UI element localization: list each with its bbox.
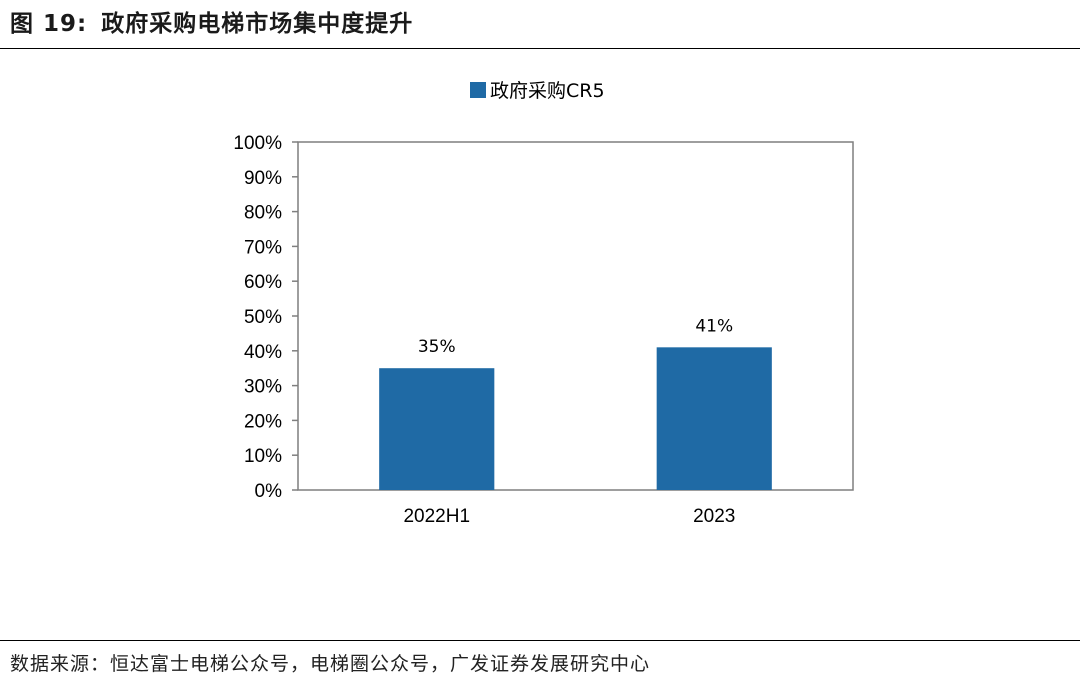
y-tick-label: 40% [244,342,282,363]
y-tick-label: 0% [255,481,283,502]
figure-title: 图 19: 政府采购电梯市场集中度提升 [10,6,413,42]
bars [379,347,772,490]
y-tick-label: 100% [233,133,282,154]
x-category-label: 2022H1 [403,506,470,527]
bar [379,368,495,490]
data-labels: 35% 41% [418,316,733,357]
y-tick-label: 90% [244,168,282,189]
y-tick-label: 70% [244,237,282,258]
y-tick-label: 60% [244,272,282,293]
bar-chart: 政府采购CR5 0% 10% 20% 30% 40% 50% 60% 70% 80% 90% 100… [233,80,854,527]
y-tick-label: 30% [244,377,282,398]
y-tick-label: 20% [244,411,282,432]
title-divider [0,48,1080,49]
figure-title-text: 政府采购电梯市场集中度提升 [101,11,414,37]
y-tick-label: 50% [244,307,282,328]
y-axis: 0% 10% 20% 30% 40% 50% 60% 70% 80% 90% 100% [233,133,298,502]
source-note: 数据来源：恒达富士电梯公众号，电梯圈公众号，广发证券发展研究中心 [10,653,651,675]
y-tick-label: 10% [244,446,282,467]
data-label: 41% [695,316,733,336]
legend-swatch [470,82,486,98]
x-axis-labels: 2022H1 2023 [403,506,735,527]
figure-number: 图 19: [10,11,88,37]
x-category-label: 2023 [693,506,735,527]
source-divider [0,640,1080,641]
bar [656,347,772,490]
legend-label: 政府采购CR5 [490,80,605,102]
data-label: 35% [418,337,456,357]
legend: 政府采购CR5 [470,80,605,102]
y-tick-label: 80% [244,203,282,224]
